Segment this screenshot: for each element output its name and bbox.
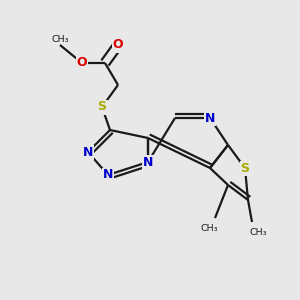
Text: CH₃: CH₃ (51, 34, 69, 43)
Text: N: N (83, 146, 93, 158)
Text: O: O (77, 56, 87, 70)
Text: CH₃: CH₃ (249, 228, 267, 237)
Text: N: N (143, 155, 153, 169)
Text: O: O (113, 38, 123, 52)
Text: N: N (205, 112, 215, 124)
Text: S: S (98, 100, 106, 113)
Text: CH₃: CH₃ (200, 224, 218, 233)
Text: S: S (241, 161, 250, 175)
Text: N: N (103, 169, 113, 182)
